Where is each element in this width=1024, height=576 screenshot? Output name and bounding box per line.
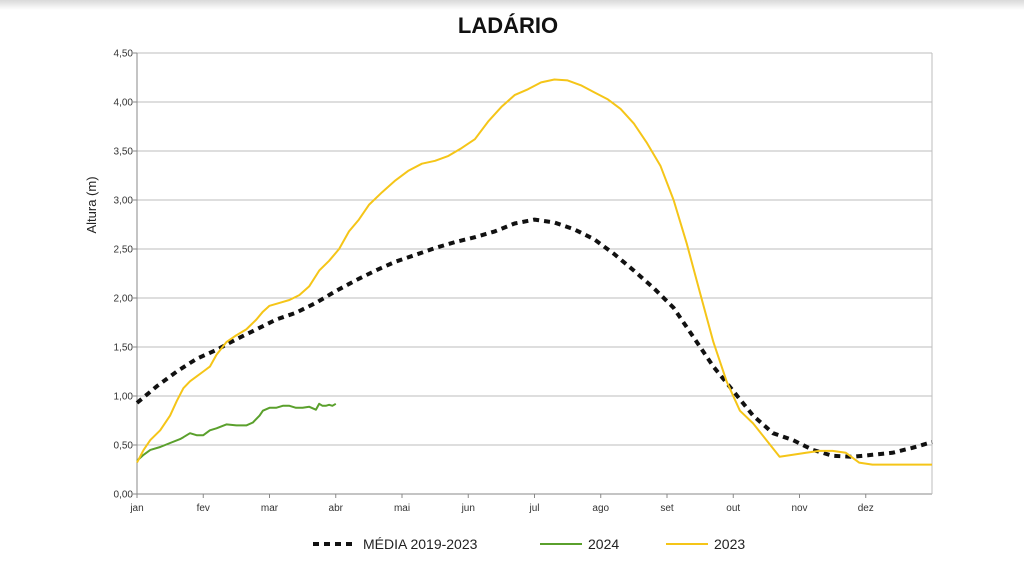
y-tick-label: 2,50	[114, 245, 134, 256]
x-tick-label: set	[660, 503, 674, 514]
y-tick-label: 1,00	[114, 392, 134, 403]
y-tick-label: 0,50	[114, 441, 134, 452]
y-tick-label: 0,00	[114, 490, 134, 501]
x-tick-label: nov	[791, 503, 807, 514]
legend-label: 2023	[714, 536, 745, 552]
y-tick-labels: 0,00 0,50 1,00 1,50 2,00 2,50 3,00 3,50 4,00 4,50	[114, 49, 134, 501]
x-tick-label: jul	[528, 503, 539, 514]
legend: MÉDIA 2019-2023 2024 2023	[313, 536, 745, 552]
y-tick-label: 4,00	[114, 98, 134, 109]
y-tick-label: 4,50	[114, 49, 134, 60]
x-tick-label: abr	[329, 503, 344, 514]
y-tick-label: 1,50	[114, 343, 134, 354]
y-tick-label: 3,50	[114, 147, 134, 158]
x-tick-label: ago	[592, 503, 609, 514]
x-tick-label: dez	[858, 503, 874, 514]
x-tick-label: jan	[129, 503, 143, 514]
top-edge-shadow	[0, 0, 1024, 10]
y-axis-title: Altura (m)	[84, 176, 99, 233]
series-lines	[135, 78, 933, 466]
legend-label: 2024	[588, 536, 619, 552]
x-tick-label: mar	[261, 503, 279, 514]
x-tick-label: mai	[394, 503, 410, 514]
x-tick-labels: jan fev mar abr mai jun jul ago set out nov dez	[129, 494, 874, 514]
y-tick-label: 2,00	[114, 294, 134, 305]
series-line	[135, 217, 933, 459]
grid-lines	[133, 52, 933, 495]
y-tick-label: 3,00	[114, 196, 134, 207]
x-tick-label: fev	[197, 503, 210, 514]
chart-title: LADÁRIO	[458, 13, 558, 38]
series-line	[136, 402, 337, 462]
x-tick-label: out	[726, 503, 740, 514]
legend-label: MÉDIA 2019-2023	[363, 536, 478, 552]
series-line	[136, 78, 932, 466]
x-tick-label: jun	[461, 503, 475, 514]
